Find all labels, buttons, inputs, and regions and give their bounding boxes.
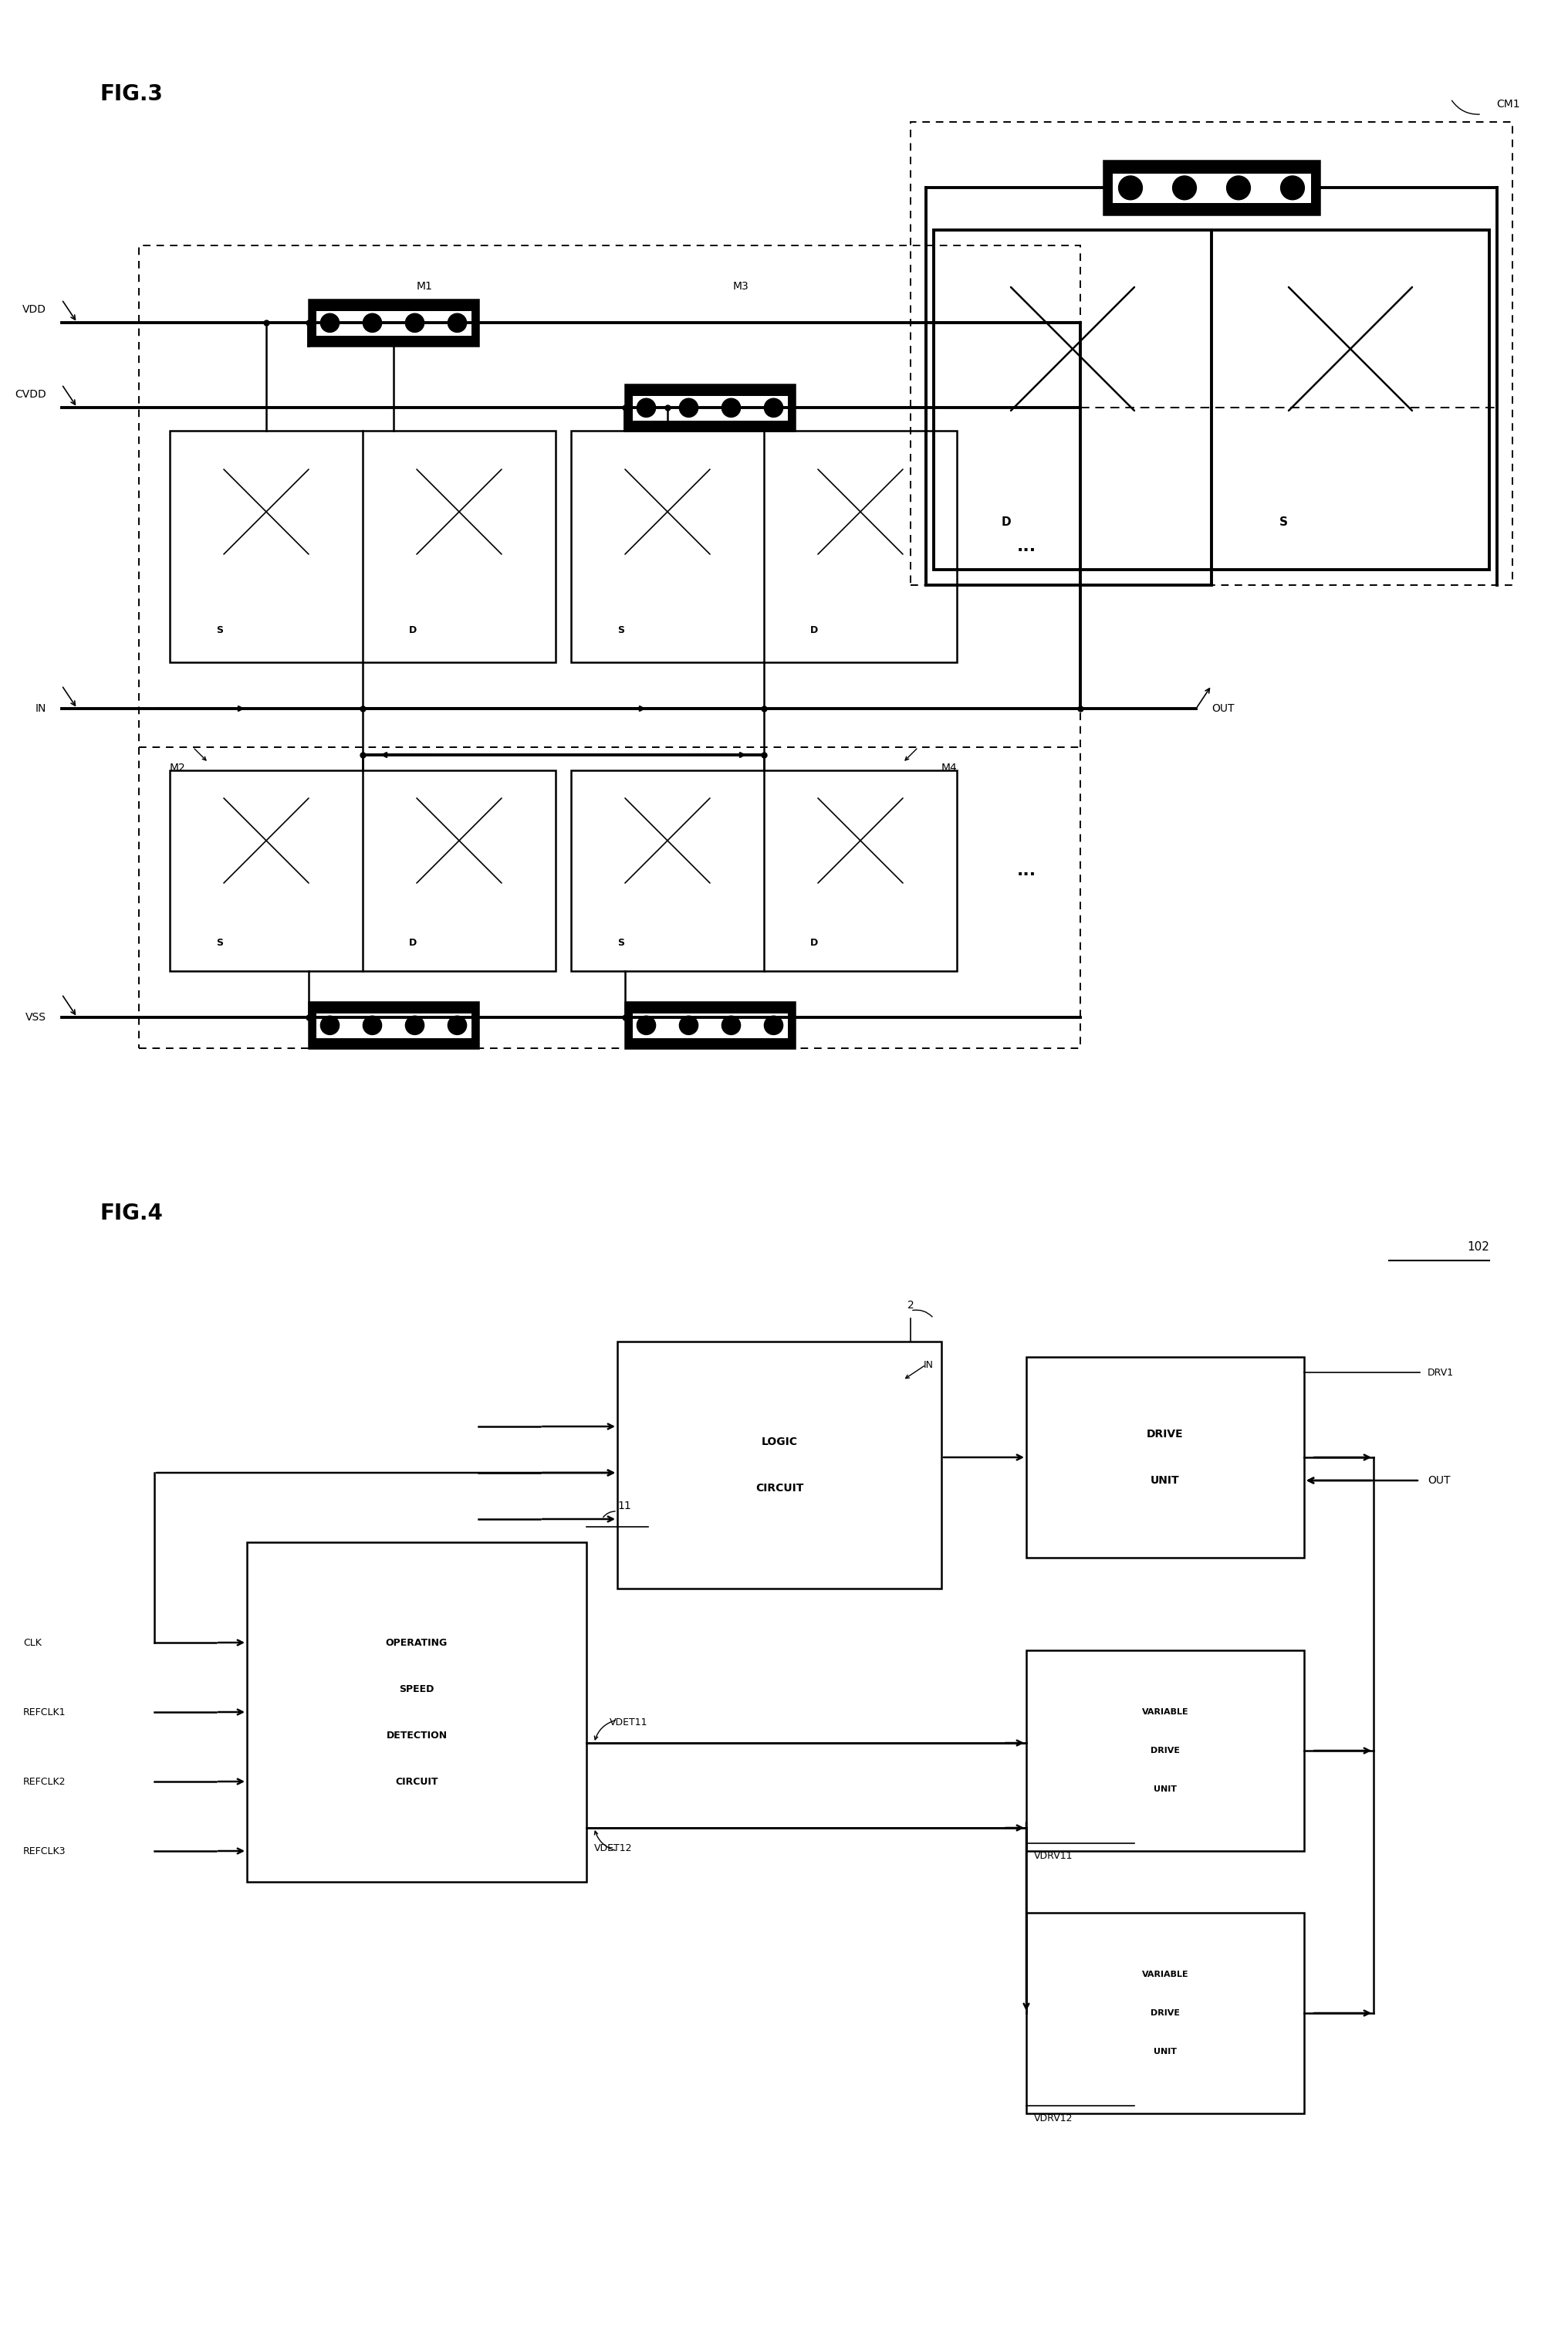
Text: REFCLK1: REFCLK1 xyxy=(24,1707,66,1717)
Bar xyxy=(632,1013,787,1039)
Circle shape xyxy=(447,1015,466,1034)
Bar xyxy=(624,385,795,431)
Text: CIRCUIT: CIRCUIT xyxy=(754,1482,803,1494)
Text: DRIVE: DRIVE xyxy=(1146,1428,1182,1440)
Text: LOGIC: LOGIC xyxy=(760,1437,797,1447)
Circle shape xyxy=(447,314,466,333)
Text: ...: ... xyxy=(1016,539,1035,553)
Text: SPEED: SPEED xyxy=(398,1684,434,1693)
Bar xyxy=(1112,174,1311,202)
Text: VDRV11: VDRV11 xyxy=(1033,1850,1073,1862)
Text: 102: 102 xyxy=(1466,1241,1488,1252)
Circle shape xyxy=(637,1015,655,1034)
Text: VARIABLE: VARIABLE xyxy=(1142,1970,1189,1979)
Text: D: D xyxy=(809,624,817,635)
Bar xyxy=(315,1013,472,1039)
Circle shape xyxy=(679,1015,698,1034)
Bar xyxy=(309,1001,478,1048)
Text: D: D xyxy=(409,938,417,947)
Bar xyxy=(246,1543,586,1883)
Text: VDET12: VDET12 xyxy=(594,1843,632,1853)
Bar xyxy=(169,431,555,661)
Text: DETECTION: DETECTION xyxy=(386,1731,447,1740)
Text: S: S xyxy=(216,938,223,947)
Text: VARIABLE: VARIABLE xyxy=(1142,1707,1189,1717)
Bar xyxy=(1025,1358,1303,1557)
Text: 11: 11 xyxy=(618,1501,630,1513)
Circle shape xyxy=(764,399,782,417)
Text: S: S xyxy=(216,624,223,635)
Bar xyxy=(1025,1914,1303,2113)
Text: VDD: VDD xyxy=(22,305,47,314)
Text: M2: M2 xyxy=(169,762,185,774)
Text: CLK: CLK xyxy=(24,1637,42,1649)
Text: UNIT: UNIT xyxy=(1152,1785,1176,1794)
Text: CIRCUIT: CIRCUIT xyxy=(395,1778,437,1787)
Circle shape xyxy=(679,399,698,417)
Text: DRIVE: DRIVE xyxy=(1149,1747,1179,1754)
Text: REFCLK2: REFCLK2 xyxy=(24,1778,66,1787)
Text: OPERATING: OPERATING xyxy=(386,1637,447,1649)
Bar xyxy=(169,772,555,971)
Text: FIG.3: FIG.3 xyxy=(100,84,163,106)
Circle shape xyxy=(1226,176,1250,199)
Text: CM1: CM1 xyxy=(1496,98,1519,110)
Circle shape xyxy=(721,1015,740,1034)
Circle shape xyxy=(1171,176,1196,199)
Text: ...: ... xyxy=(1016,863,1035,879)
Text: FIG.4: FIG.4 xyxy=(100,1203,163,1224)
Text: OUT: OUT xyxy=(1210,704,1234,713)
Text: CVDD: CVDD xyxy=(14,389,47,401)
Text: M4: M4 xyxy=(941,762,956,774)
Circle shape xyxy=(637,399,655,417)
Text: DRIVE: DRIVE xyxy=(1149,2010,1179,2017)
Text: 2: 2 xyxy=(906,1299,914,1311)
Text: DRV1: DRV1 xyxy=(1427,1367,1454,1377)
Bar xyxy=(1102,159,1319,216)
Text: D: D xyxy=(409,624,417,635)
Circle shape xyxy=(1279,176,1303,199)
Text: VSS: VSS xyxy=(25,1013,47,1022)
Bar xyxy=(624,1001,795,1048)
Text: UNIT: UNIT xyxy=(1152,2047,1176,2057)
Circle shape xyxy=(320,314,339,333)
Circle shape xyxy=(362,314,381,333)
Circle shape xyxy=(1118,176,1142,199)
Text: M1: M1 xyxy=(416,281,433,291)
Bar xyxy=(1025,1651,1303,1850)
Circle shape xyxy=(721,399,740,417)
Bar xyxy=(571,772,956,971)
Bar xyxy=(618,1341,941,1588)
Bar xyxy=(309,300,478,345)
Bar xyxy=(571,431,956,661)
Circle shape xyxy=(764,1015,782,1034)
Text: D: D xyxy=(809,938,817,947)
Circle shape xyxy=(320,1015,339,1034)
Text: IN: IN xyxy=(924,1360,933,1369)
Text: REFCLK3: REFCLK3 xyxy=(24,1846,66,1855)
Text: S: S xyxy=(1279,516,1287,528)
Text: UNIT: UNIT xyxy=(1149,1475,1179,1487)
Bar xyxy=(140,246,1080,1048)
Text: S: S xyxy=(618,624,624,635)
Bar xyxy=(933,230,1488,570)
Text: VDET11: VDET11 xyxy=(610,1717,648,1728)
Text: VDRV12: VDRV12 xyxy=(1033,2113,1073,2125)
Text: S: S xyxy=(618,938,624,947)
Text: OUT: OUT xyxy=(1427,1475,1449,1487)
Circle shape xyxy=(362,1015,381,1034)
Bar xyxy=(632,394,787,420)
Circle shape xyxy=(405,314,423,333)
Bar xyxy=(909,122,1512,586)
Text: D: D xyxy=(1000,516,1010,528)
Circle shape xyxy=(405,1015,423,1034)
Bar xyxy=(315,310,472,335)
Text: M3: M3 xyxy=(732,281,748,291)
Text: IN: IN xyxy=(34,704,47,713)
